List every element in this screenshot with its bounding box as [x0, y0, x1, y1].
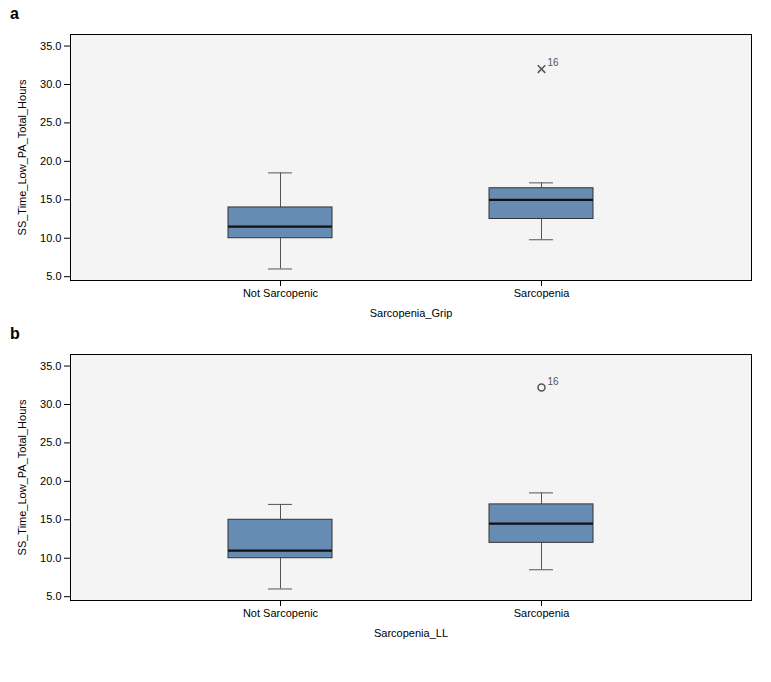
- html-text:b: b: [10, 325, 20, 342]
- svg-text:Sarcopenia: Sarcopenia: [514, 607, 571, 619]
- html-text:a: a: [10, 5, 19, 22]
- svg-text:Not Sarcopenic: Not Sarcopenic: [243, 287, 319, 299]
- svg-text:20.0: 20.0: [40, 155, 61, 167]
- svg-text:Not Sarcopenic: Not Sarcopenic: [243, 607, 319, 619]
- svg-text:16: 16: [548, 376, 560, 387]
- svg-text:10.0: 10.0: [40, 232, 61, 244]
- svg-text:25.0: 25.0: [40, 436, 61, 448]
- svg-text:25.0: 25.0: [40, 116, 61, 128]
- svg-text:SS_Time_Low_PA_Total_Hours: SS_Time_Low_PA_Total_Hours: [16, 79, 28, 235]
- svg-text:SS_Time_Low_PA_Total_Hours: SS_Time_Low_PA_Total_Hours: [16, 399, 28, 555]
- svg-text:5.0: 5.0: [46, 590, 61, 602]
- svg-text:35.0: 35.0: [40, 40, 61, 52]
- svg-text:15.0: 15.0: [40, 193, 61, 205]
- svg-text:20.0: 20.0: [40, 475, 61, 487]
- svg-text:35.0: 35.0: [40, 360, 61, 372]
- svg-text:Sarcopenia: Sarcopenia: [514, 287, 571, 299]
- svg-text:16: 16: [548, 57, 560, 68]
- svg-text:15.0: 15.0: [40, 513, 61, 525]
- svg-text:30.0: 30.0: [40, 78, 61, 90]
- svg-text:5.0: 5.0: [46, 270, 61, 282]
- svg-text:10.0: 10.0: [40, 552, 61, 564]
- svg-text:Sarcopenia_Grip: Sarcopenia_Grip: [370, 307, 453, 319]
- svg-text:30.0: 30.0: [40, 398, 61, 410]
- svg-text:Sarcopenia_LL: Sarcopenia_LL: [374, 627, 448, 639]
